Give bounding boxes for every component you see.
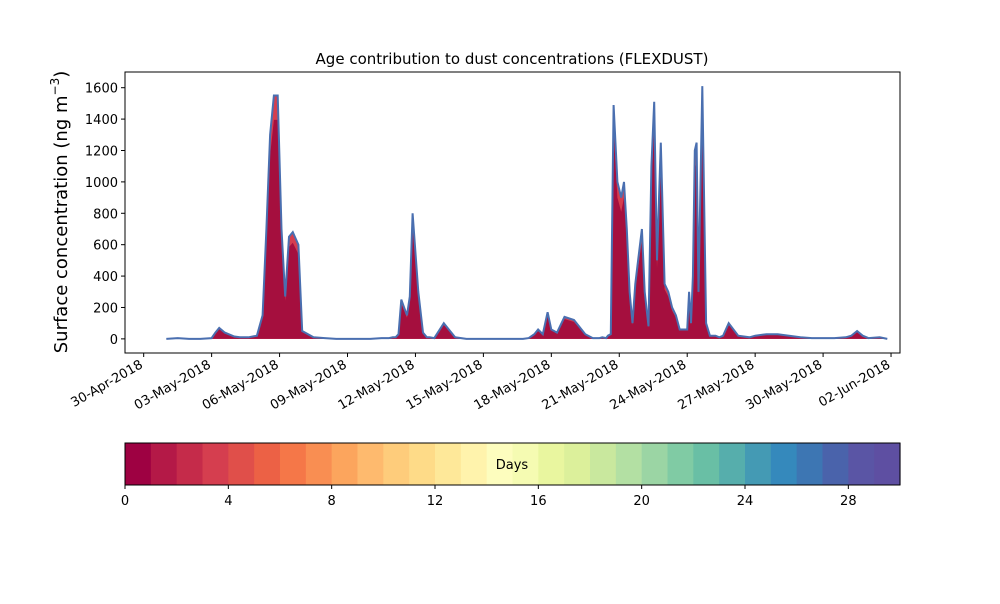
- y-tick-label: 1600: [85, 82, 118, 97]
- colorbar-tick-label: 12: [427, 494, 444, 509]
- x-tick-label: 30-May-2018: [743, 357, 825, 413]
- colorbar-swatch: [228, 443, 255, 485]
- chart-title: Age contribution to dust concentrations …: [316, 50, 709, 68]
- colorbar-tick-label: 28: [840, 494, 857, 509]
- y-axis-label-exponent: −3: [48, 78, 62, 96]
- plot-frame: [124, 71, 901, 354]
- colorbar-swatch: [125, 443, 152, 485]
- y-tick-label: 0: [110, 333, 118, 348]
- colorbar-swatch: [409, 443, 436, 485]
- svg-text:Surface concentration (ng m−3): Surface concentration (ng m−3): [48, 71, 72, 354]
- y-tick-label: 400: [93, 270, 118, 285]
- colorbar-swatch: [796, 443, 824, 485]
- colorbar-tick-label: 8: [328, 494, 336, 509]
- x-tick-label: 24-May-2018: [608, 357, 690, 413]
- colorbar-swatch: [848, 443, 875, 485]
- colorbar-ticks: 0 4 8 12 16 20 24 28: [121, 485, 857, 509]
- x-axis: 30-Apr-201803-May-201806-May-201809-May-…: [69, 353, 893, 413]
- colorbar-swatch: [150, 443, 178, 485]
- colorbar-swatch: [254, 443, 281, 485]
- x-tick-label: 21-May-2018: [540, 357, 622, 413]
- colorbar-swatch: [460, 443, 488, 485]
- colorbar-label: Days: [496, 458, 529, 473]
- colorbar-swatch: [770, 443, 798, 485]
- colorbar-tick-label: 24: [737, 494, 754, 509]
- colorbar-swatch: [667, 443, 694, 485]
- colorbar-swatch: [486, 443, 514, 485]
- colorbar-swatch: [202, 443, 229, 485]
- age-band-young-area: [166, 111, 888, 339]
- x-tick-label: 03-May-2018: [132, 357, 214, 413]
- x-tick-label: 27-May-2018: [675, 357, 757, 413]
- y-tick-label: 600: [93, 239, 118, 254]
- total-concentration-line: [166, 86, 888, 340]
- colorbar-swatch: [176, 443, 204, 485]
- colorbar-swatch: [693, 443, 720, 485]
- colorbar-swatch: [383, 443, 410, 485]
- y-axis-label: Surface concentration (ng m−3): [48, 71, 72, 354]
- y-axis-label-text: Surface concentration (ng m: [51, 95, 72, 353]
- colorbar-swatch: [331, 443, 359, 485]
- y-tick-label: 1200: [85, 144, 118, 159]
- colorbar-tick-label: 0: [121, 494, 129, 509]
- colorbar-tick-label: 4: [224, 494, 232, 509]
- colorbar-frame: [124, 442, 901, 486]
- x-tick-label: 18-May-2018: [472, 357, 554, 413]
- colorbar-swatch: [745, 443, 772, 485]
- colorbar-swatch: [615, 443, 643, 485]
- colorbar-swatch: [822, 443, 849, 485]
- colorbar-swatch: [512, 443, 539, 485]
- colorbar-swatch: [641, 443, 669, 485]
- colorbar-swatch: [564, 443, 591, 485]
- colorbar: [125, 443, 901, 485]
- colorbar-swatch: [874, 443, 901, 485]
- colorbar-swatch: [719, 443, 746, 485]
- y-tick-label: 800: [93, 207, 118, 222]
- colorbar-swatch: [435, 443, 462, 485]
- x-tick-label: 06-May-2018: [200, 357, 282, 413]
- colorbar-swatch: [305, 443, 333, 485]
- colorbar-swatch: [538, 443, 565, 485]
- colorbar-swatch: [590, 443, 617, 485]
- y-tick-label: 200: [93, 301, 118, 316]
- colorbar-tick-label: 16: [530, 494, 547, 509]
- colorbar-swatch: [357, 443, 384, 485]
- y-tick-label: 1400: [85, 113, 118, 128]
- y-tick-label: 1000: [85, 176, 118, 191]
- plot-area: [166, 86, 888, 340]
- y-axis-label-suffix: ): [51, 71, 72, 78]
- y-axis: 0 200 400 600 800 1000 1200 1400 1600: [85, 82, 125, 348]
- colorbar-tick-label: 20: [633, 494, 650, 509]
- x-tick-label: 15-May-2018: [404, 357, 486, 413]
- x-tick-label: 02-Jun-2018: [816, 357, 893, 410]
- x-tick-label: 09-May-2018: [268, 357, 350, 413]
- colorbar-swatch: [280, 443, 307, 485]
- x-tick-label: 12-May-2018: [336, 357, 418, 413]
